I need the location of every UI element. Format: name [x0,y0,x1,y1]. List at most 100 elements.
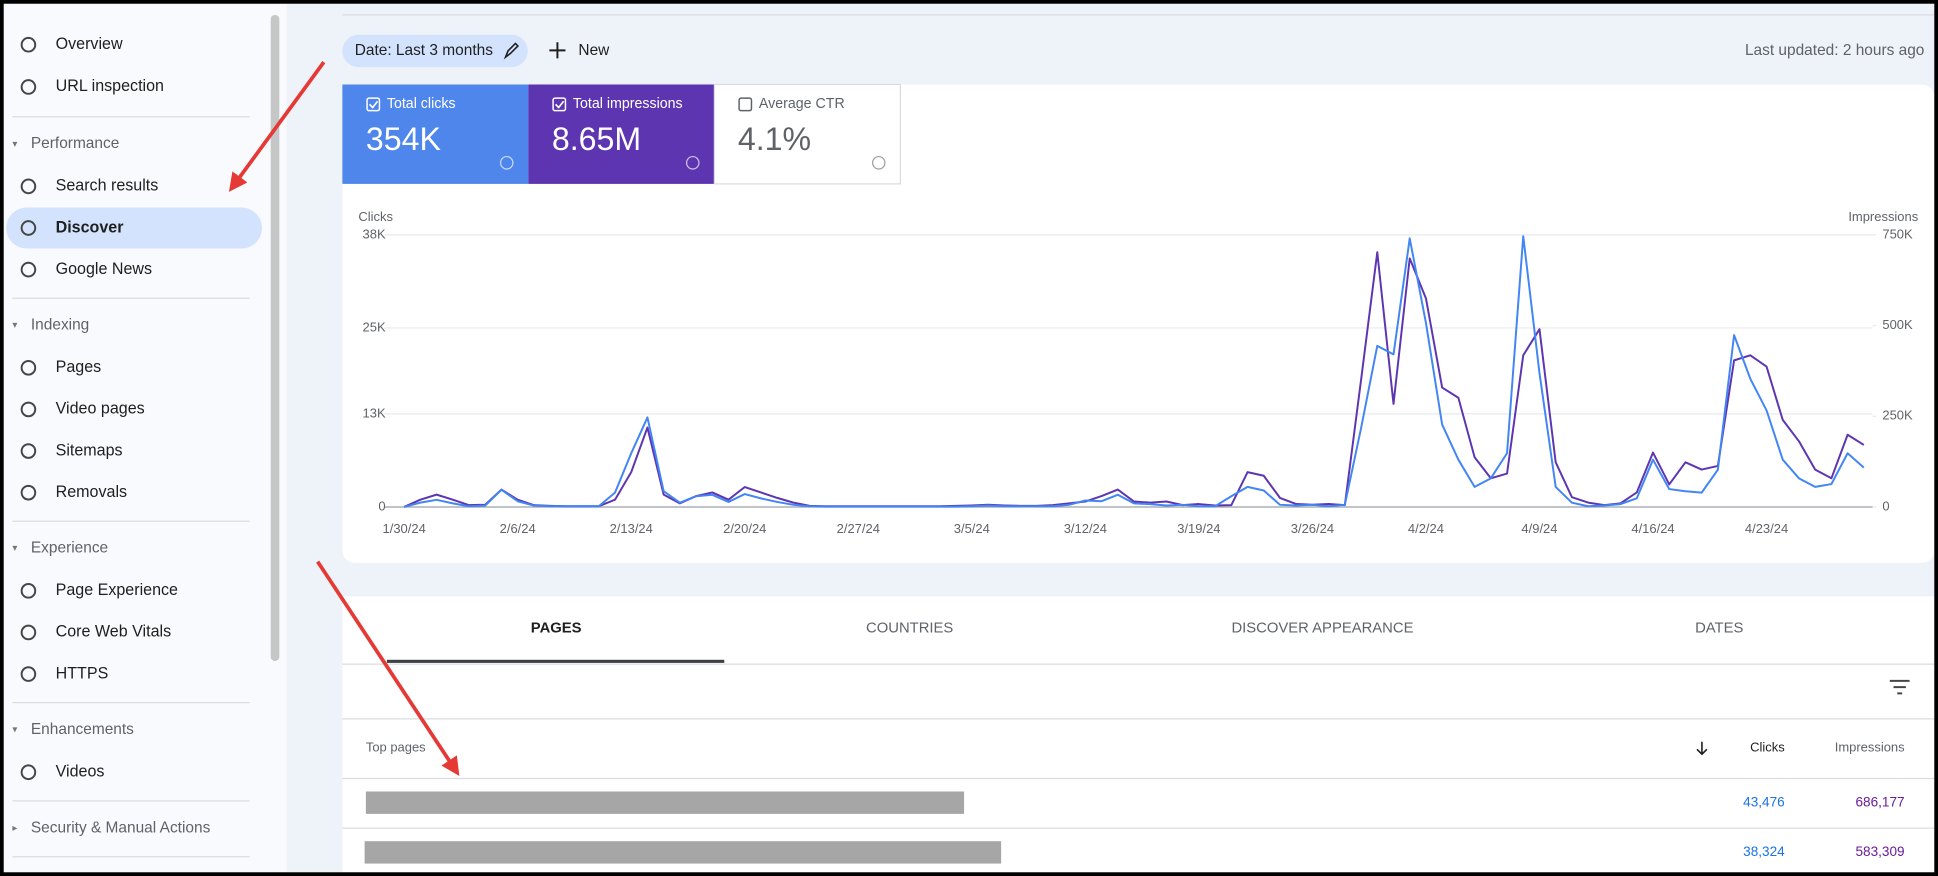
tab-underline [386,659,725,663]
y2-tick-label: 750K [1882,226,1913,241]
nav-item[interactable]: Pages [56,358,102,376]
nav-item[interactable]: HTTPS [56,664,109,682]
nav-item[interactable]: Overview [56,35,123,53]
section-title[interactable]: Security & Manual Actions [31,819,211,836]
cell-clicks: 38,324 [1743,844,1785,859]
sidebar [3,3,287,873]
date-chip[interactable] [342,34,528,68]
x-tick-label: 1/30/24 [383,521,426,536]
nav-item[interactable]: Discover [56,218,125,236]
checkmark [368,100,379,109]
help-icon [685,155,700,170]
nav-icon [20,401,37,418]
series-line [403,235,1865,508]
metric-card[interactable] [713,83,902,185]
nav-icon [20,178,37,195]
metric-card[interactable] [342,84,529,184]
nav-item[interactable]: Sitemaps [56,441,123,459]
metric-value: 354K [366,121,442,157]
tab[interactable]: PAGES [531,621,582,637]
nav-icon [20,79,37,95]
x-tick-label: 2/27/24 [837,521,880,536]
help-icon [871,155,886,170]
nav-item[interactable]: Core Web Vitals [56,623,172,641]
redacted-url[interactable] [365,791,965,814]
checkmark [555,100,565,109]
table-header[interactable]: Impressions [1835,739,1905,754]
x-tick-label: 3/26/24 [1291,521,1334,536]
nav-icon [20,624,37,641]
nav-item[interactable]: Video pages [56,400,145,418]
nav-item[interactable]: Page Experience [56,581,178,599]
table-header: Top pages [366,739,426,754]
metric-checkbox[interactable] [738,97,753,112]
table-card [342,596,1935,873]
chart-card [342,84,1935,563]
content: Overview URL inspection ▾ Performance Search… [6,34,1935,864]
section-title[interactable]: Performance [31,135,119,152]
y2-axis-title: Impressions [1848,209,1918,224]
edit-icon [503,42,520,60]
section-title[interactable]: Experience [31,540,108,557]
table-header[interactable]: Clicks [1750,739,1785,754]
x-tick-label: 2/6/24 [500,521,536,536]
nav-item[interactable]: Removals [56,483,127,501]
x-tick-label: 3/5/24 [954,521,990,536]
section-caret: ▾ [12,320,17,331]
redacted-url[interactable] [364,841,1002,864]
metric-checkbox[interactable] [552,97,567,112]
x-tick-label: 4/23/24 [1745,521,1788,536]
date-filter[interactable]: Date: Last 3 months [355,42,493,59]
x-tick-label: 3/12/24 [1064,521,1107,536]
filter-icon[interactable] [1889,679,1910,695]
y2-tick-label: 500K [1882,317,1913,332]
tab[interactable]: DISCOVER APPEARANCE [1231,621,1413,637]
cell-impressions: 583,309 [1855,844,1904,859]
y-tick-label: 13K [363,405,386,420]
metric-checkbox[interactable] [366,97,381,112]
nav-icon [20,261,37,278]
y-tick-label: 38K [363,226,386,241]
y-tick-label: 25K [363,319,386,334]
tab[interactable]: DATES [1695,621,1743,637]
y2-tick-label: 250K [1882,408,1913,423]
metric-label: Average CTR [759,96,845,112]
tab[interactable]: COUNTRIES [866,621,953,637]
scrollbar [270,14,280,662]
section-caret: ▾ [12,725,17,736]
section-caret: ▾ [12,543,17,554]
nav-icon [20,36,37,53]
annotation-arrow [316,560,460,776]
section-title[interactable]: Enhancements [31,721,134,738]
last-updated: Last updated: 2 hours ago [1745,42,1924,59]
nav-item[interactable]: Videos [56,762,105,780]
metric-card[interactable] [528,84,715,184]
nav-icon [20,220,37,236]
annotation-arrow [228,61,326,192]
sort-arrow [1696,741,1708,756]
nav-icon [20,359,37,376]
cell-impressions: 686,177 [1855,794,1904,809]
nav-active-pill [6,207,263,249]
metric-label: Total clicks [387,96,456,112]
x-tick-label: 4/16/24 [1631,521,1674,536]
metric-label: Total impressions [573,96,683,112]
section-title[interactable]: Indexing [31,317,89,334]
nav-icon [20,666,37,682]
x-tick-label: 4/9/24 [1521,521,1557,536]
nav-item[interactable]: Search results [56,177,159,195]
x-tick-label: 3/19/24 [1177,521,1220,536]
nav-icon [20,764,37,781]
section-caret: ▾ [12,139,17,150]
cell-clicks: 43,476 [1743,794,1785,809]
nav-item[interactable]: URL inspection [56,77,164,95]
nav-item[interactable]: Google News [56,260,152,278]
x-tick-label: 2/13/24 [610,521,653,536]
new-button[interactable]: New [578,42,610,59]
y2-tick-label: 0 [1882,498,1889,513]
nav-icon [20,583,37,599]
section-caret: ▸ [12,823,17,834]
